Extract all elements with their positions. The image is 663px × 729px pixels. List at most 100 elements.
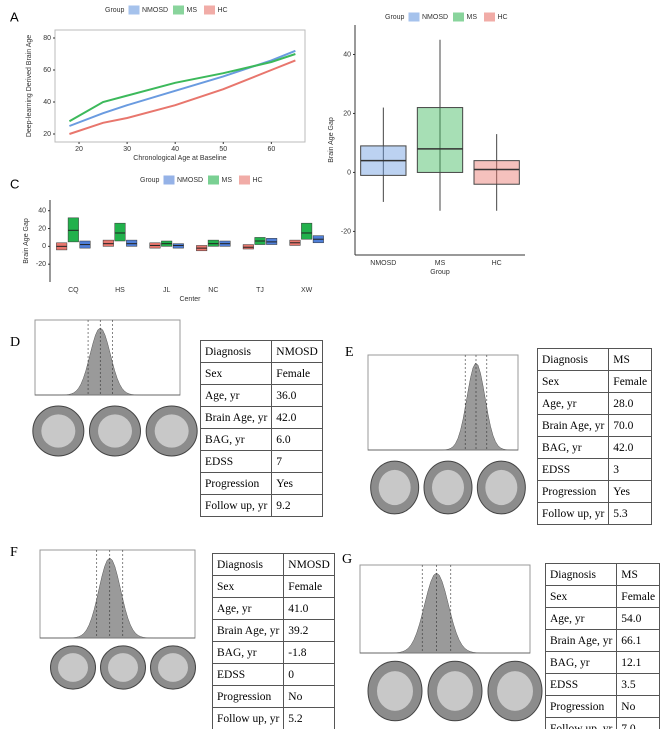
brain-inner (58, 653, 88, 682)
value-cell: MS (609, 349, 652, 371)
label-cell: Sex (213, 576, 284, 598)
value-cell: Female (272, 363, 323, 385)
y-tick-label: 20 (38, 225, 46, 232)
legend-label: NMOSD (422, 14, 448, 21)
y-tick-label: 60 (43, 67, 51, 74)
box (115, 223, 126, 241)
label-cell: BAG, yr (201, 429, 272, 451)
brain-inner (108, 653, 138, 682)
legend-swatch (174, 6, 184, 14)
legend-swatch (209, 176, 219, 184)
value-cell: 66.1 (617, 630, 660, 652)
label-cell: Diagnosis (546, 564, 617, 586)
legend-label: MS (467, 14, 478, 21)
box (301, 223, 312, 239)
y-tick-label: 40 (343, 51, 351, 58)
legend-swatch (454, 13, 464, 21)
y-tick-label: 0 (347, 169, 351, 176)
x-tick-label: JL (163, 287, 171, 294)
legend-title: Group (105, 7, 125, 14)
label-cell: Progression (546, 696, 617, 718)
panel-label: D (10, 335, 20, 351)
x-tick-label: NC (208, 287, 218, 294)
legend-label: HC (218, 7, 228, 14)
panel-label: E (345, 345, 354, 361)
brain-inner (41, 414, 75, 447)
brain-inner (155, 414, 189, 447)
value-cell: 36.0 (272, 385, 323, 407)
value-cell: 28.0 (609, 393, 652, 415)
label-cell: EDSS (546, 674, 617, 696)
figure: 204060802030405060Chronological Age at B… (0, 0, 663, 729)
legend-swatch (164, 176, 174, 184)
label-cell: Age, yr (213, 598, 284, 620)
value-cell: -1.8 (284, 642, 335, 664)
y-tick-label: 20 (343, 110, 351, 117)
panel-label: A (10, 9, 19, 24)
label-cell: Diagnosis (538, 349, 609, 371)
value-cell: 7 (272, 451, 323, 473)
table-row: BAG, yr12.1 (546, 652, 660, 674)
legend-title: Group (140, 177, 160, 184)
table-row: ProgressionNo (213, 686, 335, 708)
label-cell: Brain Age, yr (538, 415, 609, 437)
x-tick-label: 60 (267, 146, 275, 153)
label-cell: Age, yr (201, 385, 272, 407)
x-tick-label: 50 (219, 146, 227, 153)
value-cell: 42.0 (609, 437, 652, 459)
x-axis-title: Group (430, 269, 450, 276)
table-row: DiagnosisMS (546, 564, 660, 586)
label-cell: EDSS (213, 664, 284, 686)
legend-label: HC (498, 14, 508, 21)
legend-label: HC (253, 177, 263, 184)
label-cell: BAG, yr (538, 437, 609, 459)
panel-label: C (10, 176, 19, 191)
x-tick-label: HS (115, 287, 125, 294)
y-tick-label: 40 (43, 99, 51, 106)
brain-inner (432, 470, 464, 505)
brain-inner (98, 414, 132, 447)
label-cell: Age, yr (538, 393, 609, 415)
brain-inner (437, 671, 473, 711)
value-cell: Female (284, 576, 335, 598)
brain-inner (497, 671, 533, 711)
label-cell: Sex (538, 371, 609, 393)
value-cell: 3 (609, 459, 652, 481)
label-cell: Follow up, yr (538, 503, 609, 525)
y-tick-label: 0 (42, 243, 46, 250)
box (417, 108, 462, 173)
value-cell: 54.0 (617, 608, 660, 630)
label-cell: Brain Age, yr (213, 620, 284, 642)
trend-line (69, 60, 295, 134)
label-cell: Sex (546, 586, 617, 608)
table-row: Follow up, yr5.2 (213, 708, 335, 729)
x-tick-label: TJ (256, 287, 264, 294)
table-row: BAG, yr-1.8 (213, 642, 335, 664)
panel-label: G (342, 552, 352, 568)
x-tick-label: CQ (68, 287, 79, 294)
table-row: Age, yr28.0 (538, 393, 652, 415)
y-tick-label: 20 (43, 131, 51, 138)
value-cell: 39.2 (284, 620, 335, 642)
value-cell: 41.0 (284, 598, 335, 620)
y-axis-title: Brain Age Gap (328, 117, 335, 163)
value-cell: NMOSD (272, 341, 323, 363)
y-tick-label: -20 (341, 228, 351, 235)
value-cell: No (284, 686, 335, 708)
legend-swatch (409, 13, 419, 21)
